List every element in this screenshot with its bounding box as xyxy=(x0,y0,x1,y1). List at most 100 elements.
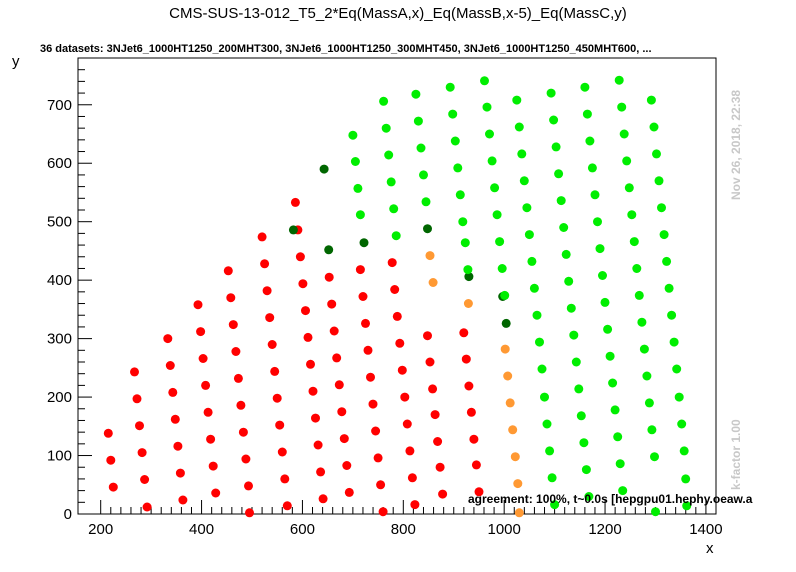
red-point xyxy=(223,266,233,276)
green-point xyxy=(634,290,644,300)
green-point xyxy=(480,76,489,86)
green-point xyxy=(495,237,505,247)
green-point xyxy=(448,109,458,119)
red-point xyxy=(363,345,373,355)
red-point xyxy=(395,338,405,348)
green-point xyxy=(529,283,539,293)
red-point xyxy=(275,420,285,430)
green-point xyxy=(650,452,659,462)
red-point xyxy=(140,475,150,484)
green-point xyxy=(579,438,589,448)
red-point xyxy=(241,454,251,464)
green-point xyxy=(460,238,470,248)
red-point xyxy=(329,326,339,336)
red-point xyxy=(270,366,280,376)
red-point xyxy=(469,434,479,444)
green-point xyxy=(522,203,532,213)
orange-point xyxy=(510,452,520,462)
dark-green-point xyxy=(319,164,329,174)
green-point xyxy=(524,230,534,240)
green-point xyxy=(450,136,460,146)
green-point xyxy=(610,405,620,415)
agreement-footer: agreement: 100%, t~0.0s [hepgpu01.hephy.… xyxy=(468,492,753,506)
red-point xyxy=(358,292,368,301)
green-point xyxy=(542,419,552,429)
green-point xyxy=(590,190,600,200)
red-point xyxy=(206,434,216,444)
green-point xyxy=(353,183,363,193)
green-point xyxy=(566,303,576,313)
orange-point xyxy=(513,479,523,489)
green-point xyxy=(651,507,660,517)
green-point xyxy=(585,136,595,146)
green-point xyxy=(624,183,634,193)
y-tick-label: 600 xyxy=(47,155,72,172)
green-point xyxy=(659,230,669,240)
red-point xyxy=(327,299,337,309)
red-point xyxy=(344,487,354,497)
red-point xyxy=(324,272,334,282)
red-point xyxy=(337,407,347,417)
red-point xyxy=(280,474,290,484)
red-point xyxy=(196,327,206,337)
green-point xyxy=(679,446,689,456)
x-tick-label: 1400 xyxy=(689,521,722,538)
k-factor-label: k-factor 1.00 xyxy=(729,419,743,490)
red-point xyxy=(103,428,113,438)
green-point xyxy=(654,176,664,186)
green-point xyxy=(455,190,465,200)
red-point xyxy=(435,462,445,472)
green-point xyxy=(649,122,659,132)
green-point xyxy=(545,446,555,456)
green-point xyxy=(384,150,394,160)
red-point xyxy=(306,359,315,369)
red-point xyxy=(425,357,435,367)
red-point xyxy=(387,258,397,268)
red-point xyxy=(201,380,211,390)
orange-point xyxy=(463,299,473,308)
green-point xyxy=(581,465,591,475)
red-point xyxy=(236,400,246,410)
red-point xyxy=(438,489,448,499)
green-point xyxy=(657,203,666,213)
red-point xyxy=(390,285,400,294)
red-point xyxy=(402,419,412,429)
green-point xyxy=(411,89,421,99)
red-point xyxy=(366,372,375,382)
red-point xyxy=(290,197,300,207)
red-point xyxy=(267,340,277,349)
green-point xyxy=(413,116,423,126)
green-point xyxy=(593,217,602,227)
red-point xyxy=(106,455,116,465)
red-point xyxy=(108,482,118,492)
orange-point xyxy=(425,251,435,261)
green-point xyxy=(677,419,687,429)
green-point xyxy=(600,297,610,307)
red-point xyxy=(178,495,188,505)
green-point xyxy=(608,378,618,388)
chart-subtitle: 36 datasets: 3NJet6_1000HT1250_200MHT300… xyxy=(40,43,652,55)
red-point xyxy=(163,334,173,344)
red-point xyxy=(272,393,282,403)
red-point xyxy=(342,461,352,470)
red-point xyxy=(260,259,270,269)
red-point xyxy=(355,265,365,275)
green-point xyxy=(519,176,529,186)
red-point xyxy=(397,365,407,375)
red-point xyxy=(433,437,443,446)
y-tick-label: 0 xyxy=(64,506,72,523)
green-point xyxy=(652,149,661,159)
green-point xyxy=(667,310,677,320)
green-point xyxy=(662,256,672,266)
chart-title: CMS-SUS-13-012_T5_2*Eq(MassA,x)_Eq(MassB… xyxy=(169,5,627,22)
red-point xyxy=(392,311,402,321)
red-point xyxy=(332,353,342,363)
green-point xyxy=(629,237,639,247)
red-point xyxy=(257,232,267,242)
red-point xyxy=(295,252,305,262)
red-point xyxy=(316,467,326,477)
green-point xyxy=(584,492,594,501)
red-point xyxy=(459,328,469,338)
red-point xyxy=(245,508,254,518)
red-point xyxy=(471,460,481,470)
